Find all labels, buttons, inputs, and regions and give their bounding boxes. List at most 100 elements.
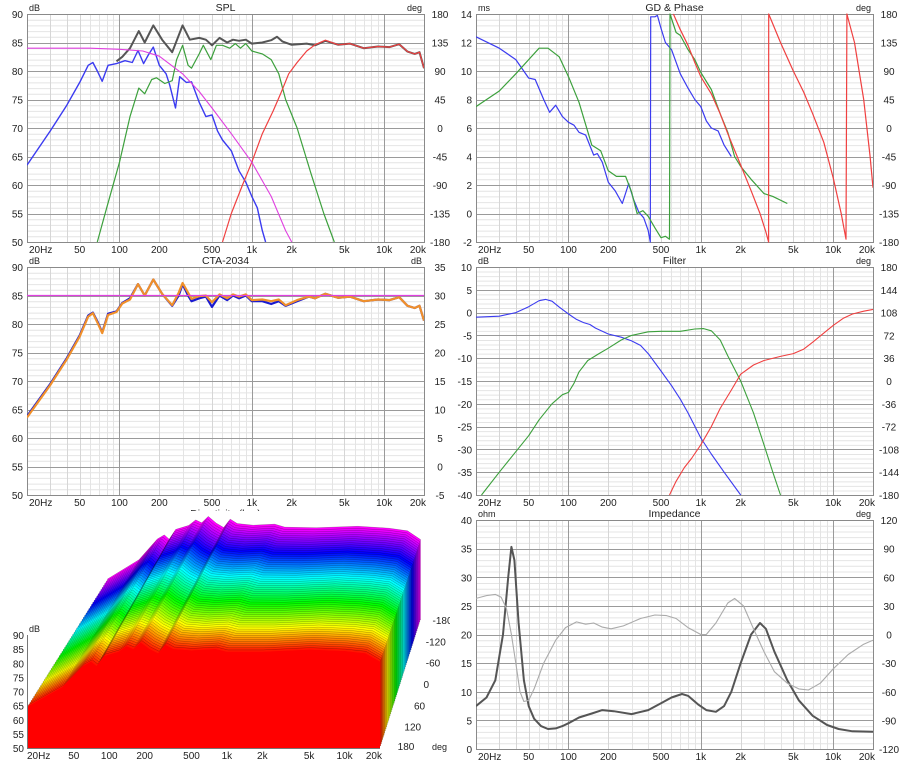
x-tick: 10k <box>376 245 393 256</box>
x-tick: 500 <box>204 498 221 509</box>
x-tick: 20k <box>859 498 876 509</box>
x-tick: 50 <box>68 751 80 761</box>
y-right-tick: 90 <box>883 67 895 78</box>
y-left-tick: 60 <box>12 181 24 192</box>
y-right-tick: 36 <box>883 354 895 365</box>
y-right-tick: -120 <box>879 745 899 756</box>
x-tick: 5k <box>339 245 351 256</box>
curve-tweeter <box>669 308 873 496</box>
x-tick: 200 <box>151 498 168 509</box>
chart-title: GD & Phase <box>645 2 704 14</box>
curves <box>476 13 873 243</box>
x-tick: 20Hz <box>29 245 52 256</box>
directivity-title: Directivity (hor) <box>190 508 261 511</box>
x-tick: 500 <box>653 498 670 509</box>
y-right-tick: 35 <box>434 263 446 274</box>
y-left-tick: 55 <box>13 730 25 741</box>
curve-target <box>27 47 293 243</box>
y-left-tick: 15 <box>461 659 473 670</box>
x-tick: 2k <box>735 498 747 509</box>
y-right-tick: -180 <box>879 238 899 249</box>
x-tick: 2k <box>286 245 298 256</box>
left-unit-label: dB <box>29 624 40 634</box>
curve-mid <box>476 13 788 240</box>
curves <box>27 278 424 419</box>
y-left-tick: 0 <box>466 745 472 756</box>
curves <box>27 24 424 243</box>
y-right-tick: 72 <box>883 331 895 342</box>
y-left-tick: 35 <box>461 545 473 556</box>
y-right-tick: -135 <box>879 210 899 221</box>
left-unit-label: ohm <box>478 509 496 519</box>
y-right-tick: -36 <box>882 400 897 411</box>
curve-listening-window <box>27 278 424 419</box>
left-unit-label: ms <box>478 3 490 13</box>
y-right-tick: 135 <box>432 39 449 50</box>
y-right-tick: 10 <box>434 406 446 417</box>
y-left-tick: 10 <box>461 263 473 274</box>
y-left-tick: 8 <box>466 96 472 107</box>
y-right-tick: 30 <box>434 292 446 303</box>
y-left-tick: 70 <box>13 688 25 699</box>
x-tick: 500 <box>204 245 221 256</box>
x-tick: 200 <box>600 752 617 761</box>
curve-tweeter <box>221 39 424 243</box>
y-left-tick: 25 <box>461 602 473 613</box>
curve-tweeter <box>672 13 873 243</box>
y-right-tick: -72 <box>882 423 897 434</box>
x-tick: 5k <box>339 498 351 509</box>
x-tick: 100 <box>560 752 577 761</box>
y-left-tick: 2 <box>466 181 472 192</box>
x-tick: 2k <box>735 752 747 761</box>
y-right-tick: 45 <box>883 96 895 107</box>
y-right-tick: 90 <box>883 545 895 556</box>
y-left-tick: 80 <box>13 659 25 670</box>
curves <box>476 545 873 733</box>
x-tick: 500 <box>183 751 200 761</box>
curve-mid <box>96 43 335 243</box>
chart-title: SPL <box>216 2 236 14</box>
y-left-tick: 40 <box>461 516 473 527</box>
x-tick: 5k <box>788 498 800 509</box>
x-tick: 1k <box>247 498 259 509</box>
angle-tick: 60 <box>414 701 426 712</box>
right-unit-label: deg <box>407 3 422 13</box>
left-unit-label: dB <box>478 256 489 266</box>
angle-tick: 180 <box>398 742 415 753</box>
y-right-tick: 108 <box>881 309 898 320</box>
y-left-tick: 5 <box>466 286 472 297</box>
curve-woofer <box>476 298 742 496</box>
angle-tick: -180 <box>432 616 450 627</box>
x-tick: 500 <box>653 752 670 761</box>
y-left-tick: 75 <box>12 96 24 107</box>
y-right-tick: 20 <box>434 349 446 360</box>
y-left-tick: 80 <box>12 67 24 78</box>
y-left-tick: -15 <box>458 377 473 388</box>
right-unit-label: deg <box>856 256 871 266</box>
x-tick: 50 <box>523 752 535 761</box>
y-left-tick: 80 <box>12 320 24 331</box>
x-tick: 10k <box>825 245 842 256</box>
left-unit-label: dB <box>29 3 40 13</box>
x-tick: 10k <box>825 498 842 509</box>
y-right-tick: 0 <box>437 463 443 474</box>
right-unit-label: deg <box>432 742 447 752</box>
y-left-tick: 30 <box>461 573 473 584</box>
x-tick: 50 <box>523 245 535 256</box>
y-left-tick: 65 <box>12 406 24 417</box>
y-left-tick: 55 <box>12 210 24 221</box>
y-left-tick: 75 <box>12 349 24 360</box>
curve-mid <box>481 328 782 496</box>
y-left-tick: 0 <box>466 309 472 320</box>
x-tick: 20k <box>859 245 876 256</box>
x-tick: 200 <box>600 245 617 256</box>
x-tick: 10k <box>337 751 354 761</box>
x-tick: 5k <box>788 752 800 761</box>
left-unit-label: dB <box>29 256 40 266</box>
y-right-tick: -135 <box>430 210 450 221</box>
angle-tick: 120 <box>404 723 421 734</box>
y-left-tick: 50 <box>13 744 25 755</box>
y-right-tick: 144 <box>881 286 898 297</box>
y-right-tick: 5 <box>437 434 443 445</box>
